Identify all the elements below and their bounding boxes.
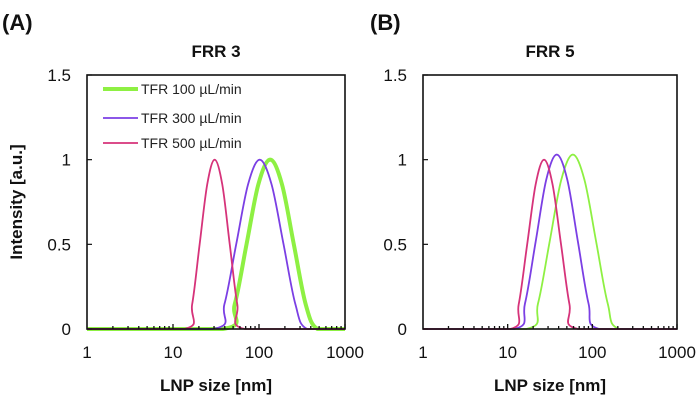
y-tick-label: 0.5 bbox=[47, 235, 71, 254]
x-tick-label: 10 bbox=[498, 343, 517, 362]
plot-frame bbox=[422, 74, 678, 330]
chart-title: FRR 3 bbox=[191, 42, 240, 61]
x-tick-label: 10 bbox=[164, 343, 183, 362]
y-tick-label: 0 bbox=[62, 320, 71, 339]
series-line-2 bbox=[423, 153, 677, 330]
x-axis-label: LNP size [nm] bbox=[494, 376, 606, 395]
y-axis-label: Intensity [a.u.] bbox=[7, 144, 26, 259]
y-tick-label: 1.5 bbox=[47, 66, 71, 85]
x-tick-label: 100 bbox=[578, 343, 606, 362]
plot-frame bbox=[86, 74, 346, 330]
plot-panel-a: (A) FRR 3 LNP size [nm] Intensity [a.u.] 0 0.… bbox=[2, 10, 364, 395]
x-axis-label: LNP size [nm] bbox=[160, 376, 272, 395]
panel-label: (A) bbox=[2, 10, 33, 35]
series-line-3 bbox=[87, 158, 345, 330]
x-tick-label: 100 bbox=[245, 343, 273, 362]
panel-label: (B) bbox=[370, 10, 401, 35]
series-line-3 bbox=[423, 158, 677, 330]
legend-label: TFR 500 µL/min bbox=[141, 135, 242, 151]
y-tick-label: 0 bbox=[398, 320, 407, 339]
y-tick-label: 1 bbox=[62, 151, 71, 170]
plot-panel-b: (B) FRR 5 LNP size [nm] 0 0.5 1 1.5 1 10 100 1000 bbox=[370, 10, 696, 395]
legend-label: TFR 300 µL/min bbox=[141, 110, 242, 126]
x-tick-label: 1000 bbox=[326, 343, 364, 362]
series-line-2 bbox=[87, 158, 345, 330]
y-tick-label: 1 bbox=[398, 151, 407, 170]
series-line-1 bbox=[423, 153, 677, 330]
x-tick-label: 1000 bbox=[658, 343, 696, 362]
legend-label: TFR 100 µL/min bbox=[141, 81, 242, 97]
x-tick-label: 1 bbox=[82, 343, 91, 362]
y-tick-label: 0.5 bbox=[383, 235, 407, 254]
y-tick-label: 1.5 bbox=[383, 66, 407, 85]
chart-title: FRR 5 bbox=[525, 42, 574, 61]
x-tick-label: 1 bbox=[418, 343, 427, 362]
series-line-1 bbox=[87, 157, 345, 332]
